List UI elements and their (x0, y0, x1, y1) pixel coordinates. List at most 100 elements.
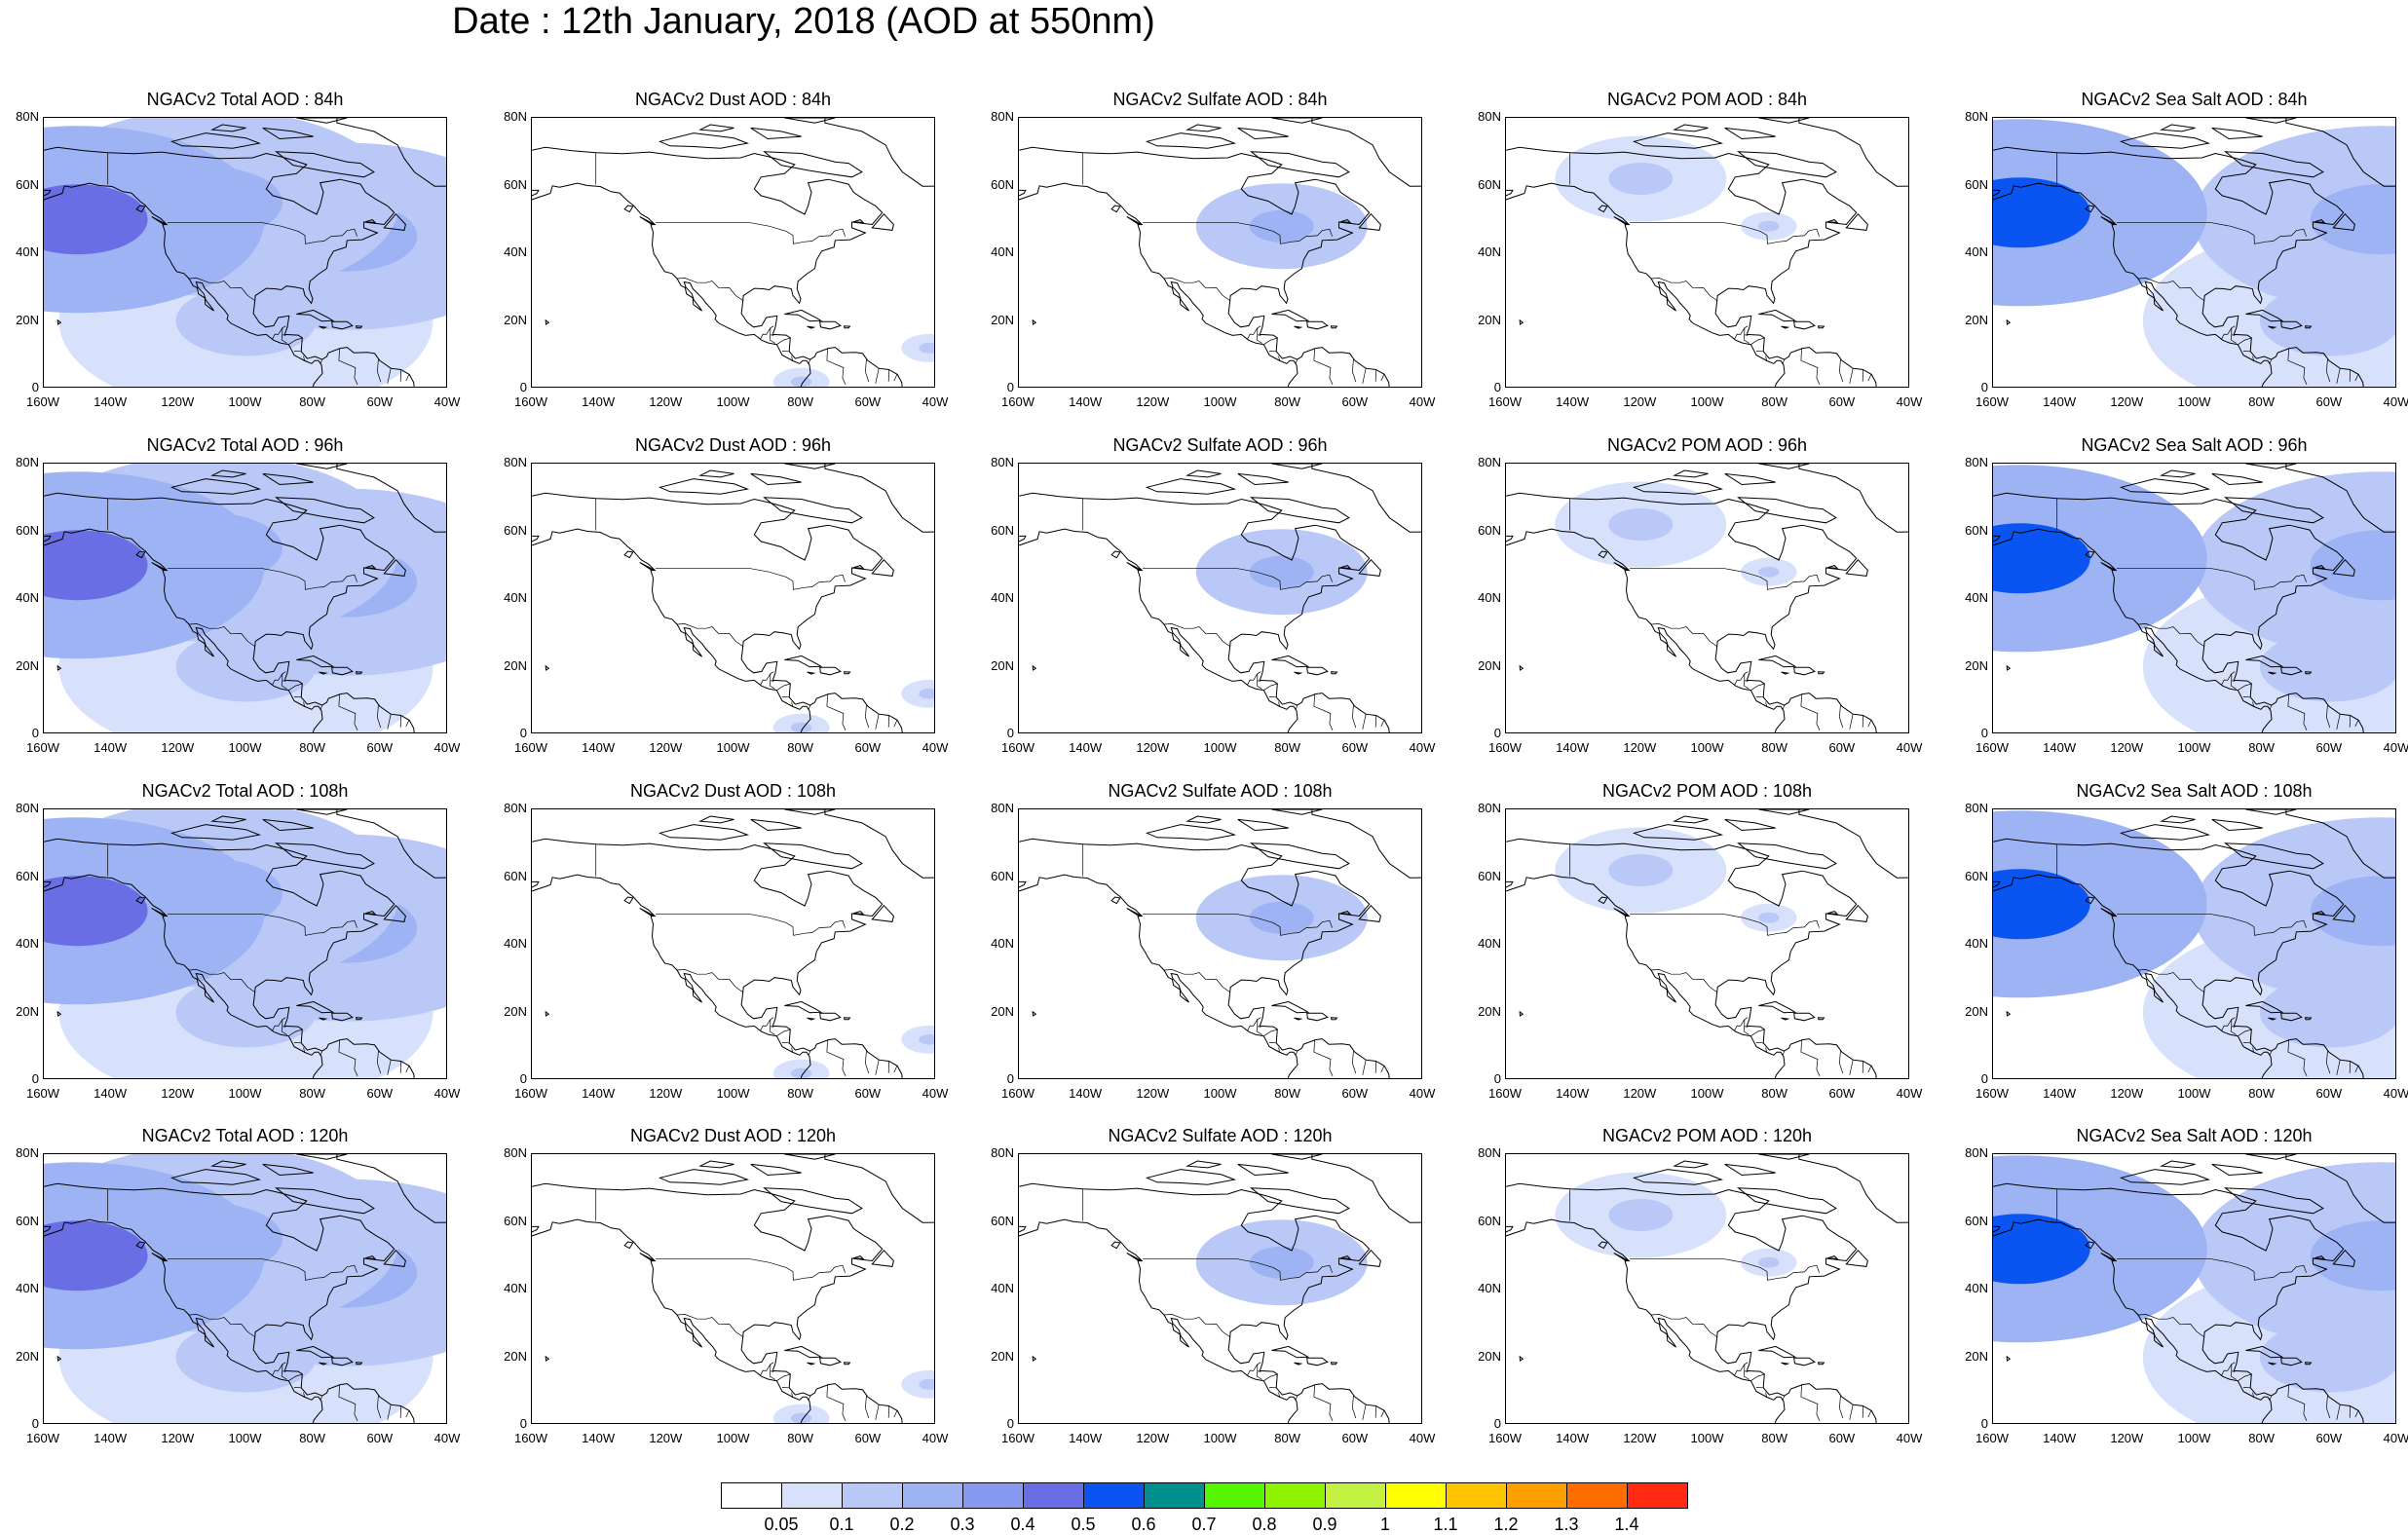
panel-title: NGACv2 Dust AOD : 96h (531, 435, 935, 456)
island-outline (1238, 473, 1289, 484)
lat-tick-label: 80N (1965, 455, 1988, 469)
country-border (1352, 1051, 1355, 1073)
island-outline (1782, 1363, 1788, 1365)
lat-tick-label: 40N (1478, 1281, 1501, 1295)
panel-title: NGACv2 Sulfate AOD : 120h (1018, 1126, 1422, 1146)
lat-tick-label: 60N (1965, 869, 1988, 883)
map-panel (1018, 808, 1422, 1079)
colorbar-swatch (902, 1482, 963, 1509)
lat-tick-label: 40N (16, 590, 39, 605)
lon-tick-label: 100W (717, 740, 750, 755)
lat-tick-label: 40N (1478, 590, 1501, 605)
lon-tick-label: 120W (649, 740, 682, 755)
island-outline (1725, 1164, 1776, 1175)
island-outline (2007, 1012, 2010, 1016)
country-border (1650, 623, 1717, 647)
lon-tick-label: 80W (1274, 740, 1300, 755)
map-canvas (44, 809, 447, 1079)
panel-title: NGACv2 Sulfate AOD : 96h (1018, 435, 1422, 456)
island-outline (1147, 1170, 1234, 1185)
island-outline (700, 125, 734, 131)
lon-tick-label: 120W (1136, 1431, 1169, 1445)
lat-tick-label: 20N (1478, 313, 1501, 327)
lon-tick-label: 160W (514, 1086, 547, 1101)
island-outline (2007, 666, 2010, 670)
island-outline (1827, 220, 1837, 223)
lat-tick-label: 80N (16, 455, 39, 469)
island-outline (845, 672, 850, 674)
panel-title: NGACv2 Sea Salt AOD : 108h (1992, 781, 2396, 802)
colorbar-label: 1.3 (1554, 1515, 1578, 1535)
country-border (676, 1314, 743, 1337)
lon-tick-label: 160W (26, 740, 59, 755)
island-outline (1758, 1346, 1794, 1357)
lon-tick-label: 40W (1897, 1431, 1923, 1445)
lon-tick-label: 120W (1136, 1086, 1169, 1101)
island-outline (808, 672, 814, 674)
map-panel (531, 808, 935, 1079)
lon-tick-label: 40W (1897, 394, 1923, 409)
aod-shading (1758, 567, 1780, 578)
country-border (1352, 359, 1355, 382)
island-outline (1846, 560, 1867, 577)
island-outline (2162, 1161, 2196, 1168)
country-border (876, 368, 879, 384)
lon-tick-label: 160W (1001, 1431, 1035, 1445)
island-outline (1147, 825, 1234, 841)
island-outline (1295, 326, 1301, 328)
panel-title: NGACv2 Sea Salt AOD : 84h (1992, 90, 2396, 110)
lon-tick-label: 100W (1691, 740, 1724, 755)
island-outline (659, 1170, 747, 1185)
country-border (1735, 326, 1749, 340)
lat-tick-label: 0 (1007, 1071, 1014, 1086)
island-outline (1332, 1018, 1337, 1020)
lon-tick-label: 140W (1556, 1086, 1589, 1101)
island-outline (1187, 125, 1222, 131)
lat-tick-label: 0 (1007, 726, 1014, 740)
island-outline (1827, 566, 1837, 569)
lon-tick-label: 40W (2384, 1086, 2408, 1101)
lat-tick-label: 60N (991, 523, 1014, 538)
island-outline (1147, 133, 1234, 149)
lon-tick-label: 60W (2315, 1431, 2342, 1445)
map-canvas (532, 809, 935, 1079)
island-outline (1846, 1251, 1867, 1267)
lon-tick-label: 60W (1341, 394, 1368, 409)
lat-tick-label: 20N (16, 313, 39, 327)
lat-tick-label: 20N (1478, 658, 1501, 673)
lat-tick-label: 80N (1478, 455, 1501, 469)
map-panel (531, 1153, 935, 1424)
island-outline (1147, 479, 1234, 495)
country-border (1352, 705, 1355, 728)
lat-tick-label: 40N (16, 936, 39, 951)
country-border (1381, 374, 1384, 381)
lon-tick-label: 120W (1136, 394, 1169, 409)
country-border (865, 1051, 868, 1073)
lon-tick-label: 140W (582, 740, 615, 755)
lat-tick-label: 20N (1965, 1004, 1988, 1019)
country-border (656, 223, 846, 244)
country-border (770, 335, 775, 344)
map-panel (1992, 808, 2396, 1079)
country-border (827, 694, 846, 730)
island-outline (659, 133, 747, 149)
island-outline (1033, 1357, 1035, 1361)
island-outline (1187, 816, 1222, 823)
lat-tick-label: 60N (1965, 1214, 1988, 1228)
lon-tick-label: 40W (1410, 1086, 1436, 1101)
lat-tick-label: 80N (1965, 1145, 1988, 1160)
island-outline (1520, 320, 1523, 324)
island-outline (784, 1154, 835, 1159)
lon-tick-label: 80W (787, 740, 813, 755)
country-border (761, 1363, 774, 1376)
lat-tick-label: 0 (520, 1416, 527, 1431)
lat-tick-label: 60N (1965, 523, 1988, 538)
island-outline (1332, 326, 1337, 328)
island-outline (1846, 906, 1867, 922)
colorbar-label: 1.2 (1493, 1515, 1518, 1535)
island-outline (784, 118, 835, 123)
lat-tick-label: 20N (1965, 1349, 1988, 1364)
lon-tick-label: 140W (2043, 740, 2076, 755)
country-border (1850, 1060, 1853, 1075)
island-outline (1271, 464, 1322, 468)
